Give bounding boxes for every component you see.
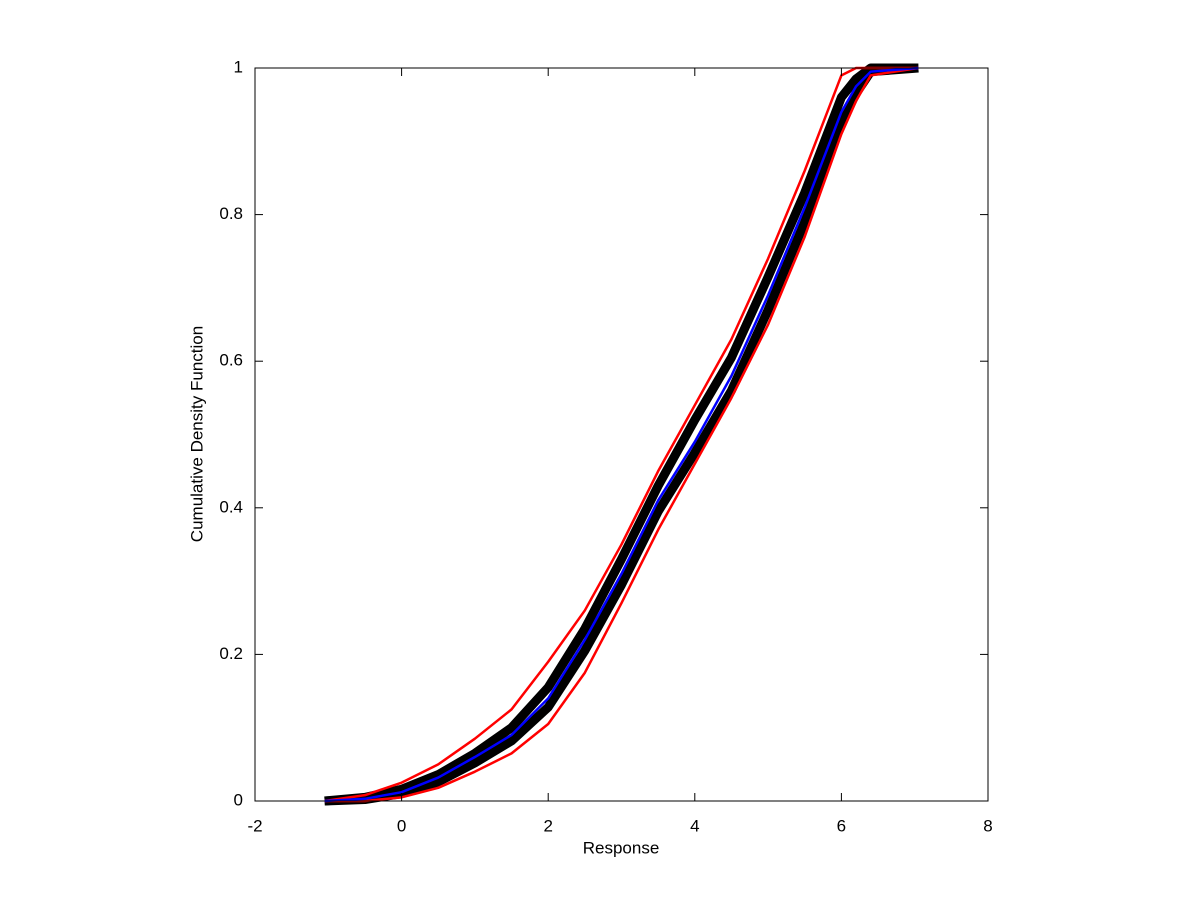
y-tick-label: 0.4 — [219, 497, 243, 516]
x-tick-label: 6 — [837, 816, 846, 835]
x-tick-label: 0 — [397, 816, 406, 835]
y-axis-label: Cumulative Density Function — [187, 326, 206, 542]
series-line — [324, 63, 919, 806]
series-line — [324, 66, 919, 803]
y-tick-label: 0.2 — [219, 644, 243, 663]
series-line — [324, 66, 919, 803]
y-tick-label: 0.8 — [219, 204, 243, 223]
x-tick-label: -2 — [247, 816, 262, 835]
x-tick-label: 8 — [983, 816, 992, 835]
x-tick-label: 2 — [543, 816, 552, 835]
y-tick-label: 0.6 — [219, 351, 243, 370]
x-axis-label: Response — [583, 838, 660, 857]
series-line — [324, 66, 919, 803]
x-tick-label: 4 — [690, 816, 699, 835]
y-tick-label: 0 — [234, 790, 243, 809]
series-line — [324, 63, 919, 806]
y-tick-label: 1 — [234, 57, 243, 76]
plot-frame — [254, 67, 989, 802]
